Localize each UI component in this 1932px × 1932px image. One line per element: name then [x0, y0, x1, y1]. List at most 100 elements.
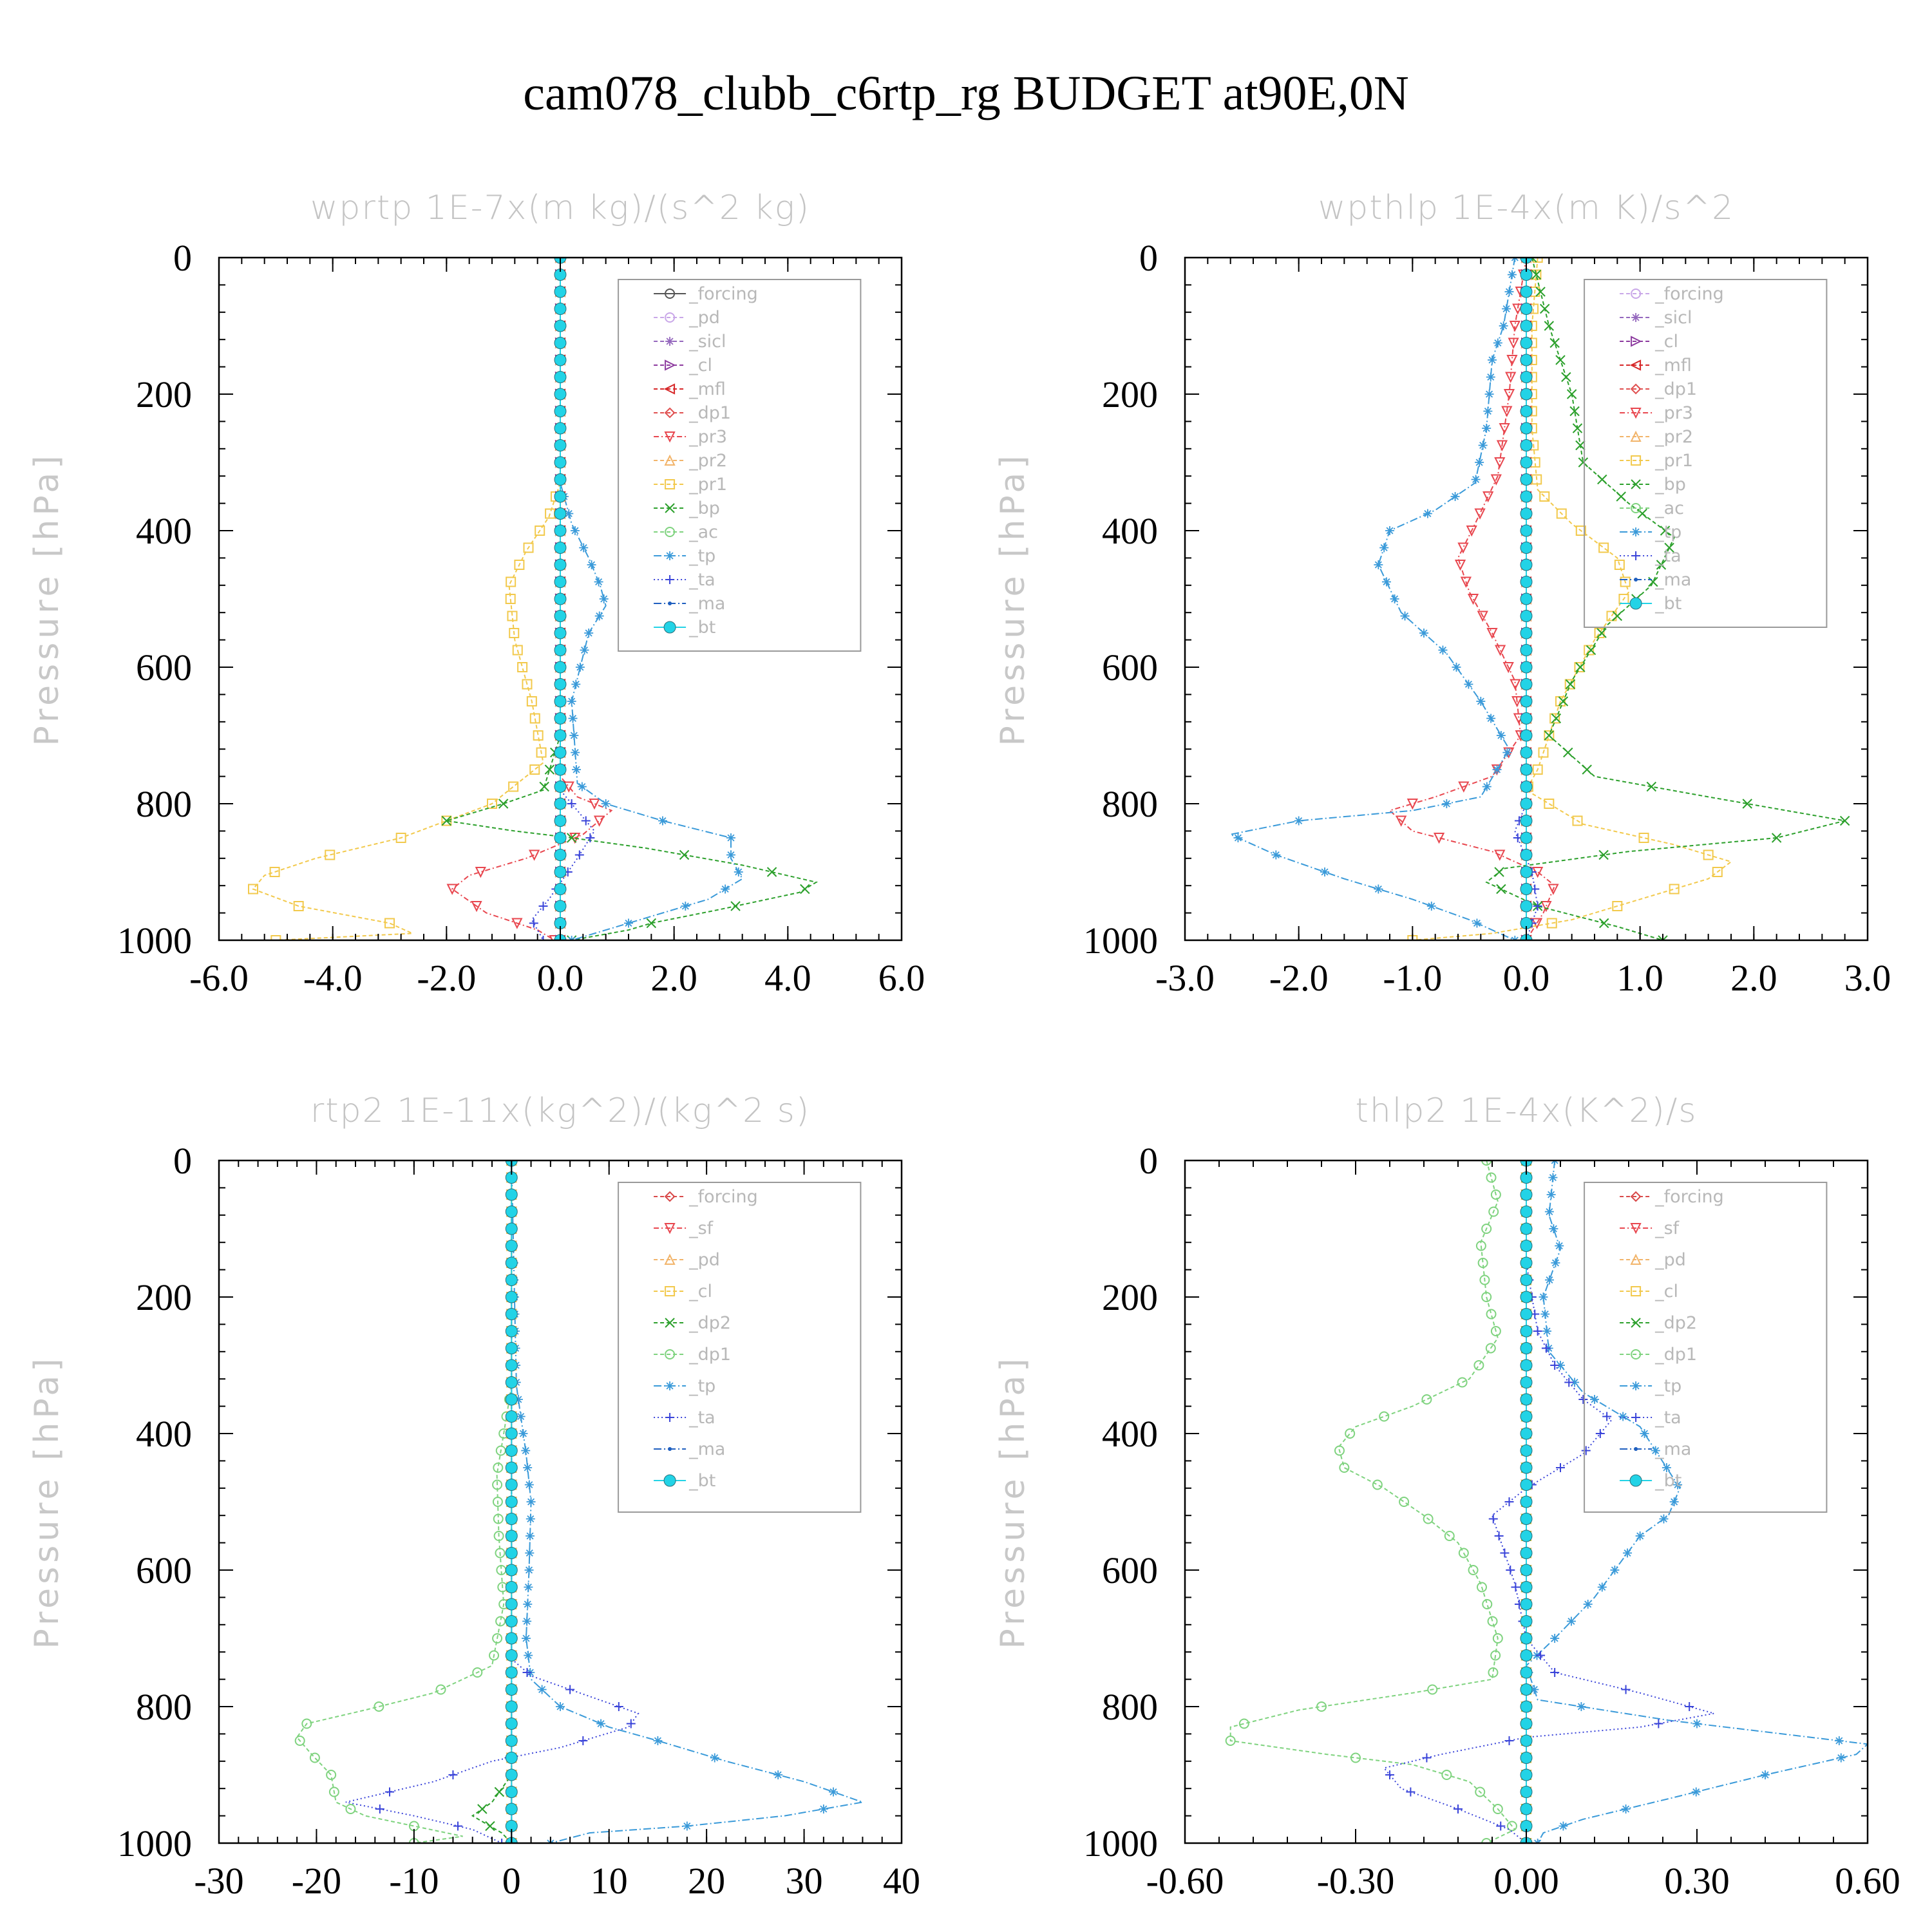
data-point: [326, 1770, 337, 1780]
x-tick-label: -1.0: [1383, 957, 1442, 999]
x-tick-label: -4.0: [303, 957, 363, 999]
data-point: [505, 1649, 518, 1662]
legend-label: _ta: [688, 570, 715, 590]
legend-item: _sf: [654, 1218, 714, 1238]
data-point: [1598, 849, 1609, 860]
legend-label: _sf: [1654, 1218, 1680, 1238]
data-point: [1464, 679, 1473, 689]
data-point: [495, 1445, 506, 1456]
data-point: [448, 1770, 458, 1779]
data-point: [526, 1514, 535, 1524]
data-point: [495, 1616, 506, 1627]
legend-item: _bt: [654, 618, 715, 638]
data-point: [594, 577, 603, 587]
legend-label: _dp2: [1654, 1313, 1697, 1333]
legend-label: _bt: [688, 618, 715, 638]
legend-item: _ac: [1620, 498, 1684, 518]
data-point: [544, 764, 555, 775]
legend-item: _bp: [1620, 475, 1686, 495]
legend-item: _pd: [654, 308, 720, 328]
data-point: [526, 1497, 536, 1506]
data-point: [1506, 1566, 1515, 1575]
data-point: [1586, 645, 1596, 656]
data-point: [529, 918, 538, 928]
data-point: [563, 781, 574, 793]
legend-marker: [1631, 503, 1642, 513]
legend-marker: [1631, 289, 1642, 299]
data-point: [1520, 1325, 1533, 1338]
panel-3: rtp2 1E-11x(kg^2)/(kg^2 s) Pressure [hPa]…: [28, 1092, 920, 1902]
legend-marker: [665, 503, 675, 513]
data-point: [554, 405, 567, 417]
data-point: [1532, 258, 1543, 263]
data-point: [524, 1480, 534, 1490]
series-line: [1412, 258, 1733, 940]
data-point: [1520, 1274, 1533, 1286]
data-point: [1569, 406, 1580, 417]
data-point: [1390, 594, 1399, 603]
data-point: [1421, 1394, 1432, 1405]
data-point: [505, 1342, 518, 1354]
data-point: [1621, 1685, 1631, 1694]
data-point: [1616, 491, 1626, 502]
y-axis-label: Pressure [hPa]: [994, 452, 1032, 746]
data-point: [1544, 799, 1555, 809]
data-point: [829, 1787, 838, 1797]
legend-label: _dp1: [1654, 379, 1697, 399]
legend-marker: [1631, 336, 1642, 347]
data-point: [1457, 542, 1469, 554]
data-point: [574, 850, 584, 860]
data-point: [1550, 1361, 1560, 1370]
legend-label: _ma: [1654, 570, 1691, 590]
data-point: [1419, 629, 1428, 638]
data-point: [568, 714, 578, 723]
panel-title: wpthlp 1E-4x(m K)/s^2: [1318, 189, 1735, 227]
legend-label: _forcing: [688, 1187, 758, 1207]
data-point: [1555, 696, 1566, 706]
data-point: [1635, 1531, 1645, 1540]
legend-marker: [664, 1253, 676, 1265]
data-point: [730, 901, 741, 911]
data-point: [533, 730, 544, 741]
data-point: [1504, 1736, 1514, 1745]
legend-label: _pr3: [688, 427, 727, 447]
data-point: [1520, 1632, 1533, 1645]
data-point: [1618, 1412, 1628, 1421]
data-point: [1520, 1547, 1533, 1559]
data-point: [1662, 1463, 1671, 1472]
legend-label: _bt: [688, 1471, 715, 1491]
data-point: [441, 815, 452, 826]
legend-item: _ta: [1620, 546, 1681, 566]
legend-item: _ma: [1620, 1439, 1691, 1459]
data-point: [1379, 543, 1389, 553]
data-point: [1520, 1393, 1533, 1406]
data-point: [1540, 303, 1550, 314]
y-tick-label: 400: [136, 510, 192, 552]
data-point: [1532, 764, 1543, 775]
data-point: [1590, 1395, 1599, 1404]
data-point: [1426, 902, 1436, 911]
data-point: [492, 1497, 503, 1507]
data-point: [1492, 765, 1502, 774]
data-point: [1558, 696, 1569, 706]
data-point: [1452, 663, 1461, 672]
data-point: [1458, 1548, 1469, 1558]
data-point: [800, 884, 810, 895]
y-tick-label: 800: [1102, 1686, 1158, 1728]
legend-frame: [618, 279, 862, 652]
y-tick-label: 200: [1102, 374, 1158, 415]
legend-marker: [664, 454, 676, 466]
panel-title: wprtp 1E-7x(m kg)/(s^2 kg): [310, 189, 810, 227]
data-point: [1520, 883, 1533, 895]
data-point: [1544, 321, 1555, 331]
data-point: [1614, 560, 1625, 570]
data-point: [1505, 372, 1517, 383]
data-point: [505, 1461, 518, 1474]
data-point: [1490, 1650, 1501, 1661]
data-point: [554, 849, 567, 861]
data-point: [1496, 1821, 1506, 1831]
legend-marker: [1630, 383, 1642, 395]
data-point: [1520, 1291, 1533, 1303]
data-point: [505, 1308, 518, 1320]
legend-label: _cl: [688, 1282, 712, 1302]
